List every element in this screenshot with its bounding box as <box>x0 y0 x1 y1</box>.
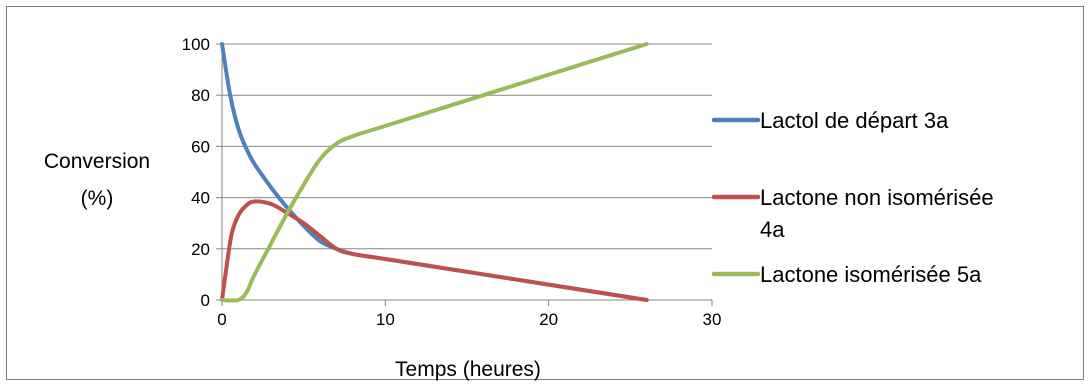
series-line-lactol-3a <box>220 42 649 302</box>
legend-label-lactone-5a: Lactone isomérisée 5a <box>760 262 982 287</box>
x-tick-label-10: 10 <box>376 310 395 329</box>
y-tick-label-0: 0 <box>201 291 210 310</box>
series-lines <box>220 42 649 303</box>
y-tick-label-80: 80 <box>191 86 210 105</box>
y-tick-label-40: 40 <box>191 189 210 208</box>
x-tick-label-30: 30 <box>703 310 722 329</box>
y-axis-title-line-1: Conversion <box>44 150 150 173</box>
legend-label-lactone-4a-line-1: Lactone non isomérisée <box>760 185 994 210</box>
chart-area <box>6 6 1084 380</box>
legend: Lactol de départ 3a Lactone non isoméris… <box>711 108 994 287</box>
gridlines <box>222 43 712 250</box>
tick-labels: 0 20 40 60 80 100 0 10 20 30 <box>182 35 722 329</box>
x-tick-label-0: 0 <box>217 310 226 329</box>
y-axis-title-line-2: (%) <box>81 187 114 210</box>
legend-label-lactone-4a-line-2: 4a <box>760 217 785 242</box>
legend-label-lactol: Lactol de départ 3a <box>760 108 949 133</box>
x-axis-title: Temps (heures) <box>395 358 541 381</box>
axes <box>216 43 713 306</box>
y-tick-label-60: 60 <box>191 137 210 156</box>
y-tick-label-20: 20 <box>191 240 210 259</box>
x-tick-label-20: 20 <box>539 310 558 329</box>
series-line-lactone-5a <box>220 42 649 303</box>
y-tick-label-100: 100 <box>182 35 210 54</box>
series-line-lactone-4a <box>220 199 649 302</box>
